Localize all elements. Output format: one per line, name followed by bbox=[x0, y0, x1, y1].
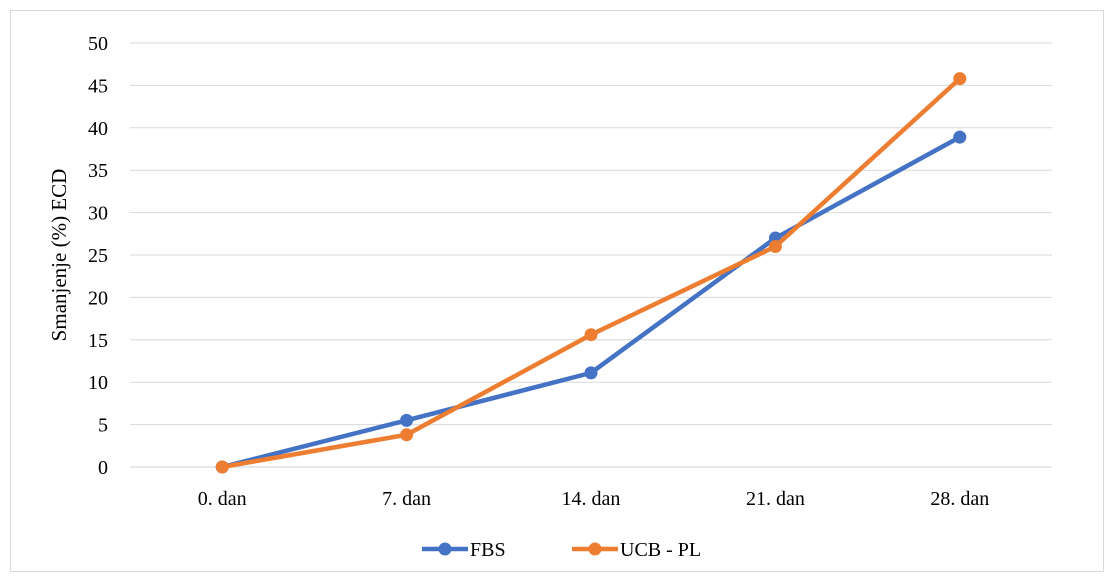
x-tick-label: 21. dan bbox=[746, 488, 805, 510]
y-tick-label: 15 bbox=[88, 330, 108, 352]
legend-item: FBS bbox=[422, 539, 506, 561]
y-tick-label: 10 bbox=[88, 372, 108, 394]
data-point bbox=[768, 240, 782, 254]
legend-label: FBS bbox=[470, 539, 506, 561]
legend-label: UCB - PL bbox=[620, 539, 701, 561]
y-tick-label: 40 bbox=[88, 118, 108, 140]
data-point bbox=[400, 413, 414, 427]
legend-marker bbox=[438, 542, 452, 556]
y-tick-label: 20 bbox=[88, 287, 108, 309]
x-tick-label: 7. dan bbox=[382, 488, 431, 510]
y-tick-labels: 0 5 10 15 20 25 30 35 40 45 50 bbox=[88, 33, 108, 479]
legend: FBS UCB - PL bbox=[422, 539, 701, 561]
data-point bbox=[953, 130, 967, 144]
y-tick-label: 35 bbox=[88, 160, 108, 182]
data-point bbox=[400, 428, 414, 442]
data-point bbox=[584, 366, 598, 380]
series-1 bbox=[215, 72, 967, 474]
legend-item: UCB - PL bbox=[572, 539, 701, 561]
y-tick-label: 5 bbox=[98, 415, 108, 437]
legend-marker bbox=[588, 542, 602, 556]
y-tick-label: 25 bbox=[88, 245, 108, 267]
x-tick-labels: 0. dan 7. dan 14. dan 21. dan 28. dan bbox=[198, 488, 989, 510]
x-tick-label: 0. dan bbox=[198, 488, 247, 510]
y-tick-label: 0 bbox=[98, 457, 108, 479]
x-tick-label: 14. dan bbox=[562, 488, 621, 510]
data-point bbox=[953, 72, 967, 86]
y-tick-label: 45 bbox=[88, 75, 108, 97]
x-tick-label: 28. dan bbox=[930, 488, 989, 510]
data-point bbox=[215, 460, 229, 474]
chart-frame bbox=[10, 10, 1104, 572]
y-tick-label: 30 bbox=[88, 203, 108, 225]
y-tick-label: 50 bbox=[88, 33, 108, 55]
series-line bbox=[219, 134, 963, 470]
series bbox=[215, 72, 967, 474]
series-0 bbox=[215, 130, 967, 474]
series-line bbox=[219, 76, 963, 470]
data-point bbox=[584, 328, 598, 342]
y-axis-title: Smanjenje (%) ECD bbox=[47, 169, 71, 342]
